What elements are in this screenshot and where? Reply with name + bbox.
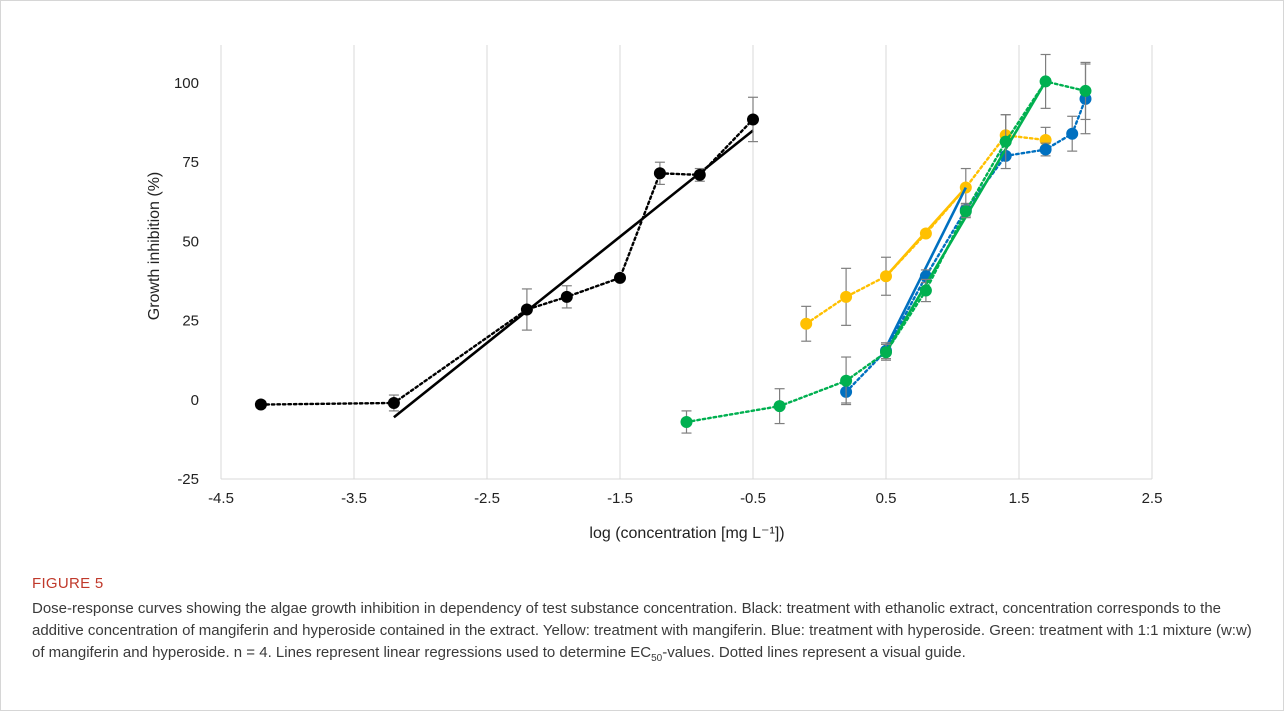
y-tick-label: 0 <box>191 392 199 409</box>
data-point <box>614 271 626 284</box>
x-tick-label: 1.5 <box>1009 490 1030 507</box>
x-axis-label: log (concentration [mg L⁻¹]) <box>589 525 784 542</box>
dotted-guide-line <box>259 118 755 406</box>
y-tick-label: 100 <box>174 75 199 92</box>
data-point <box>840 374 853 387</box>
figure-label: FIGURE 5 <box>32 575 104 592</box>
data-point <box>880 270 892 283</box>
data-point <box>693 168 706 181</box>
x-tick-label: -1.5 <box>607 490 633 507</box>
dose-response-chart: -4.5 -3.5 -2.5 -1.5 -0.5 0.5 1.5 2.5 -25 0 25 50 75 1… <box>146 45 1162 542</box>
data-point <box>999 135 1012 148</box>
data-point <box>919 284 932 297</box>
series-layer <box>254 53 1092 434</box>
series-group <box>800 114 1052 342</box>
y-tick-label: 50 <box>182 233 199 250</box>
x-tick-label: 2.5 <box>1142 490 1163 507</box>
x-tick-label: -4.5 <box>208 490 234 507</box>
series-group <box>254 96 759 419</box>
data-point <box>1039 143 1052 156</box>
regression-line <box>393 129 754 419</box>
axes: -4.5 -3.5 -2.5 -1.5 -0.5 0.5 1.5 2.5 -25 0 25 50 75 1… <box>174 75 1162 507</box>
y-tick-label: 75 <box>182 154 199 171</box>
y-tick-label: 25 <box>182 313 199 330</box>
data-point <box>520 303 533 316</box>
data-point <box>1039 75 1052 88</box>
x-tick-label: 0.5 <box>876 490 897 507</box>
data-point <box>773 400 786 413</box>
x-tick-label: -3.5 <box>341 490 367 507</box>
data-point <box>919 227 932 240</box>
y-axis-label: Growth inhibition (%) <box>146 172 163 321</box>
x-tick-label: -0.5 <box>740 490 766 507</box>
figure-caption: Dose-response curves showing the algae g… <box>32 600 1252 664</box>
data-point <box>254 398 267 411</box>
data-point <box>1066 127 1079 140</box>
data-point <box>959 205 972 218</box>
x-tick-label: -2.5 <box>474 490 500 507</box>
data-point <box>840 290 853 303</box>
series-group <box>680 53 1092 434</box>
data-point <box>1079 84 1092 97</box>
data-point <box>560 290 573 303</box>
data-point <box>680 415 693 428</box>
data-point <box>387 396 400 409</box>
series-group <box>840 63 1092 404</box>
y-tick-label: -25 <box>177 471 199 488</box>
data-point <box>800 317 813 330</box>
data-point <box>880 346 892 359</box>
data-point <box>653 167 666 180</box>
regression-line <box>884 186 967 349</box>
data-point <box>747 113 759 126</box>
